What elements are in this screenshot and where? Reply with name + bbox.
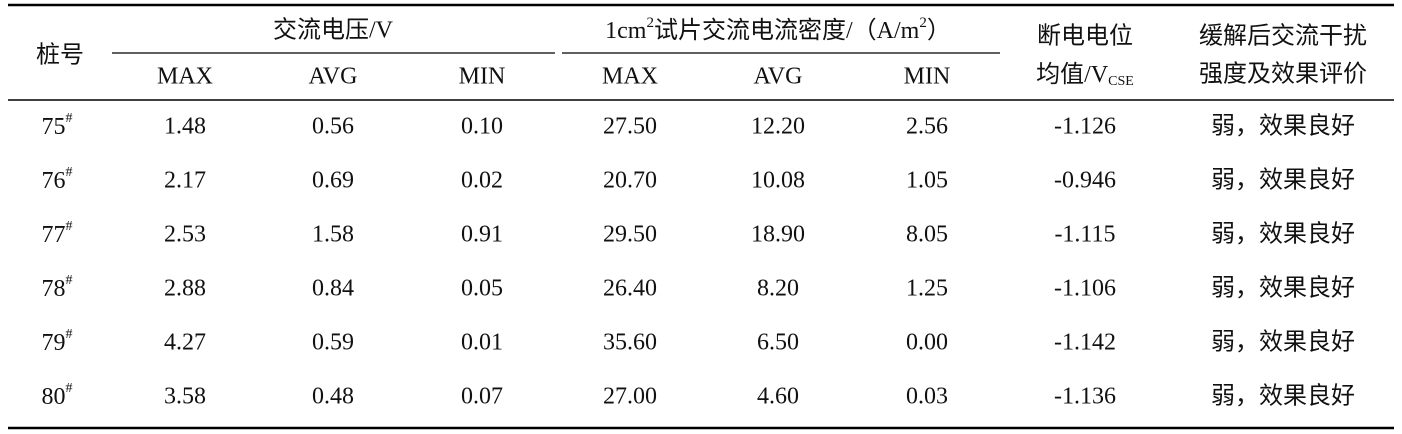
- cell: 0.59: [312, 330, 354, 356]
- cell: 26.40: [603, 276, 657, 302]
- header-evaluation: 缓解后交流干扰: [1199, 23, 1367, 50]
- sub-column-header: MIN: [459, 64, 506, 90]
- cell: 弱，效果良好: [1211, 221, 1355, 248]
- cell: 0.84: [312, 276, 354, 302]
- cell: 0.48: [312, 384, 354, 410]
- pile-sup: #: [66, 273, 73, 288]
- pile-number: 77: [42, 222, 66, 248]
- pile-sup: #: [66, 111, 73, 126]
- sub: CSE: [1108, 74, 1134, 89]
- pile-number: 76: [42, 168, 66, 194]
- cell: 10.08: [751, 168, 805, 194]
- cell: 0.56: [312, 114, 354, 140]
- cell: 0.07: [461, 384, 503, 410]
- sub-column-header: MAX: [602, 64, 658, 90]
- cell: 27.00: [603, 384, 657, 410]
- pile-number: 80: [42, 384, 66, 410]
- cell: 20.70: [603, 168, 657, 194]
- pile-cell: 76#: [42, 165, 73, 193]
- cell: -1.136: [1054, 384, 1116, 410]
- cell: 弱，效果良好: [1211, 275, 1355, 302]
- cell: 弱，效果良好: [1211, 113, 1355, 140]
- header-current: 1cm2试片交流电流密度/（A/m2）: [605, 15, 951, 43]
- sub-column-header: AVG: [309, 64, 358, 90]
- header-evaluation: 强度及效果评价: [1199, 61, 1367, 88]
- cell: 18.90: [751, 222, 805, 248]
- header-pile: 桩号: [36, 42, 84, 69]
- cell: 弱，效果良好: [1211, 383, 1355, 410]
- header-potential: 均值/VCSE: [1036, 61, 1134, 90]
- sup: 2: [919, 15, 927, 31]
- cell: -1.142: [1054, 330, 1116, 356]
- sub-column-header: MAX: [157, 64, 213, 90]
- cell: 8.20: [757, 276, 799, 302]
- cell: 0.10: [461, 114, 503, 140]
- pile-sup: #: [66, 327, 73, 342]
- cell: 35.60: [603, 330, 657, 356]
- header-potential: 断电电位: [1037, 23, 1133, 50]
- pile-cell: 80#: [42, 381, 73, 409]
- pile-sup: #: [66, 219, 73, 234]
- cell: 0.02: [461, 168, 503, 194]
- cell: 1.58: [312, 222, 354, 248]
- pile-number: 75: [42, 114, 66, 140]
- text: 试片交流电流密度/（A/m: [654, 17, 920, 44]
- cell: 弱，效果良好: [1211, 329, 1355, 356]
- pile-number: 78: [42, 276, 66, 302]
- pile-sup: #: [66, 165, 73, 180]
- pile-number: 79: [42, 330, 66, 356]
- pile-cell: 79#: [42, 327, 73, 355]
- text: 均值/V: [1036, 61, 1109, 88]
- sub-column-header: MIN: [904, 64, 951, 90]
- cell: -0.946: [1054, 168, 1116, 194]
- cell: 2.17: [164, 168, 206, 194]
- text: 1cm: [605, 18, 647, 44]
- cell: 1.25: [906, 276, 948, 302]
- cell: 0.91: [461, 222, 503, 248]
- cell: 4.60: [757, 384, 799, 410]
- pile-sup: #: [66, 381, 73, 396]
- cell: 27.50: [603, 114, 657, 140]
- pile-cell: 75#: [42, 111, 73, 139]
- cell: 2.53: [164, 222, 206, 248]
- cell: 0.03: [906, 384, 948, 410]
- cell: -1.126: [1054, 114, 1116, 140]
- cell: 4.27: [164, 330, 206, 356]
- cell: 1.05: [906, 168, 948, 194]
- pile-cell: 78#: [42, 273, 73, 301]
- cell: 8.05: [906, 222, 948, 248]
- cell: 0.00: [906, 330, 948, 356]
- pile-cell: 77#: [42, 219, 73, 247]
- cell: 0.01: [461, 330, 503, 356]
- header-voltage: 交流电压/V: [273, 17, 394, 44]
- cell: -1.106: [1054, 276, 1116, 302]
- cell: -1.115: [1054, 222, 1115, 248]
- cell: 12.20: [751, 114, 805, 140]
- cell: 1.48: [164, 114, 206, 140]
- text: ）: [927, 18, 951, 44]
- cell: 0.05: [461, 276, 503, 302]
- cell: 29.50: [603, 222, 657, 248]
- cell: 0.69: [312, 168, 354, 194]
- cell: 2.88: [164, 276, 206, 302]
- sup: 2: [646, 15, 654, 31]
- cell: 2.56: [906, 114, 948, 140]
- cell: 弱，效果良好: [1211, 167, 1355, 194]
- cell: 6.50: [757, 330, 799, 356]
- cell: 3.58: [164, 384, 206, 410]
- sub-column-header: AVG: [754, 64, 803, 90]
